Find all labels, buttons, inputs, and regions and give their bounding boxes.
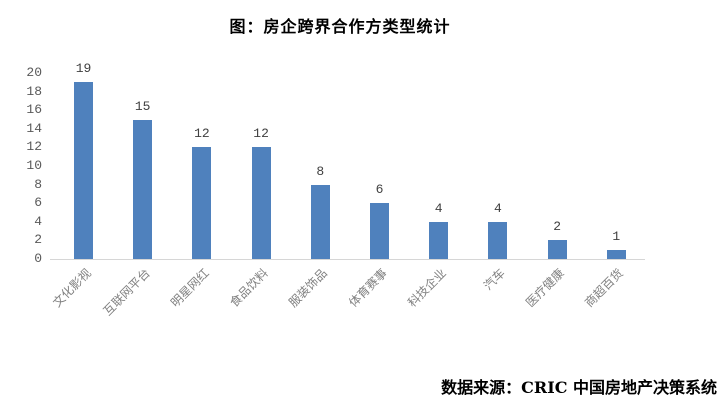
bar-value-label: 4 — [434, 200, 443, 216]
y-axis-tick-label: 6 — [34, 195, 42, 211]
bar-value-label: 2 — [553, 219, 561, 235]
bar-科技企业 — [429, 221, 449, 259]
y-axis-tick-label: 8 — [34, 176, 42, 192]
bar-食品饮料 — [251, 147, 271, 259]
bar-value-label: 12 — [253, 126, 269, 142]
y-axis-tick-label: 12 — [26, 139, 42, 155]
bar-value-label: 6 — [375, 182, 384, 198]
y-axis-tick-label: 2 — [34, 232, 42, 248]
bar-商超百货 — [606, 249, 626, 259]
bar-文化影视 — [74, 82, 93, 259]
bar-服装饰品 — [310, 184, 330, 259]
bar-体育赛事 — [370, 203, 389, 259]
y-axis-tick-label: 10 — [26, 158, 42, 173]
bar-明星网红 — [192, 147, 212, 259]
y-axis-tick-label: 4 — [34, 213, 42, 229]
bar-医疗健康 — [547, 240, 567, 259]
bar-value-label: 12 — [194, 126, 210, 142]
y-axis-tick-label: 16 — [26, 102, 42, 118]
chart-title: 图：房企跨界合作方类型统计 — [229, 17, 451, 36]
y-axis-tick-label: 14 — [26, 120, 42, 136]
bar-value-label: 4 — [493, 200, 502, 216]
y-axis-tick-label: 18 — [26, 83, 42, 99]
y-axis-tick-label: 20 — [26, 65, 42, 80]
bar-互联网平台 — [133, 119, 153, 259]
data-source-note: 数据来源：CRIC 中国房地产决策系统 — [441, 378, 717, 397]
bar-value-label: 15 — [134, 98, 151, 114]
bar-汽车 — [488, 221, 508, 259]
bar-value-label: 19 — [75, 61, 92, 77]
y-axis-tick-label: 0 — [34, 251, 42, 266]
bar-value-label: 8 — [316, 163, 325, 179]
x-axis-line — [50, 259, 645, 260]
bar-value-label: 1 — [612, 228, 621, 244]
